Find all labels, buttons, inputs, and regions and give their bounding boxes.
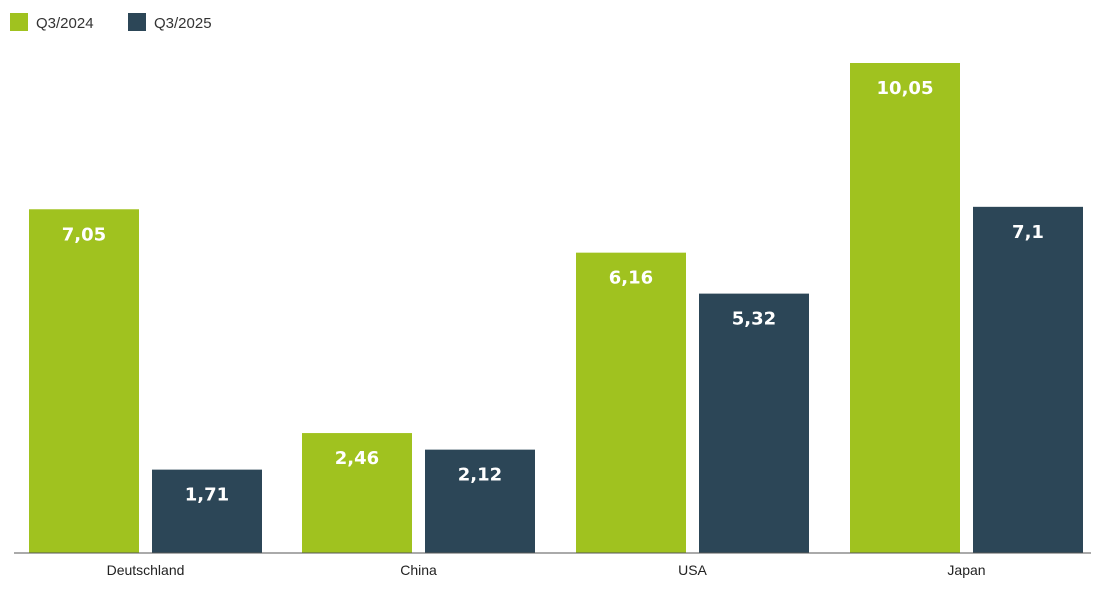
bar-china-q3-2025 [425,449,535,553]
data-label-usa-q3-2024: 6,16 [609,268,653,289]
bars-group: 7,05 1,71 2,46 2,12 6,16 5,32 10,05 7,1 [29,63,1083,554]
data-label-deutschland-q3-2024: 7,05 [62,224,106,245]
category-label-deutschland: Deutschland [107,562,185,578]
category-label-usa: USA [678,562,707,578]
legend: Q3/2024 Q3/2025 [10,13,212,32]
data-label-deutschland-q3-2025: 1,71 [185,485,229,506]
bar-deutschland-q3-2024 [29,209,139,553]
data-label-japan-q3-2024: 10,05 [877,78,934,99]
legend-label-q3-2024: Q3/2024 [36,15,94,32]
data-label-china-q3-2024: 2,46 [335,448,379,469]
category-label-china: China [400,562,437,578]
bar-japan-q3-2025 [973,206,1083,553]
category-label-japan: Japan [947,562,985,578]
x-axis-labels: Deutschland China USA Japan [107,562,986,578]
legend-swatch-q3-2025 [128,13,146,31]
data-label-china-q3-2025: 2,12 [458,465,502,486]
legend-label-q3-2025: Q3/2025 [154,15,212,32]
bar-usa-q3-2025 [699,293,809,553]
legend-swatch-q3-2024 [10,13,28,31]
data-label-japan-q3-2025: 7,1 [1012,222,1044,243]
bar-china-q3-2024 [302,433,412,553]
data-label-usa-q3-2025: 5,32 [732,309,776,330]
bar-japan-q3-2024 [850,63,960,553]
bar-deutschland-q3-2025 [152,469,262,553]
bar-usa-q3-2024 [576,252,686,554]
